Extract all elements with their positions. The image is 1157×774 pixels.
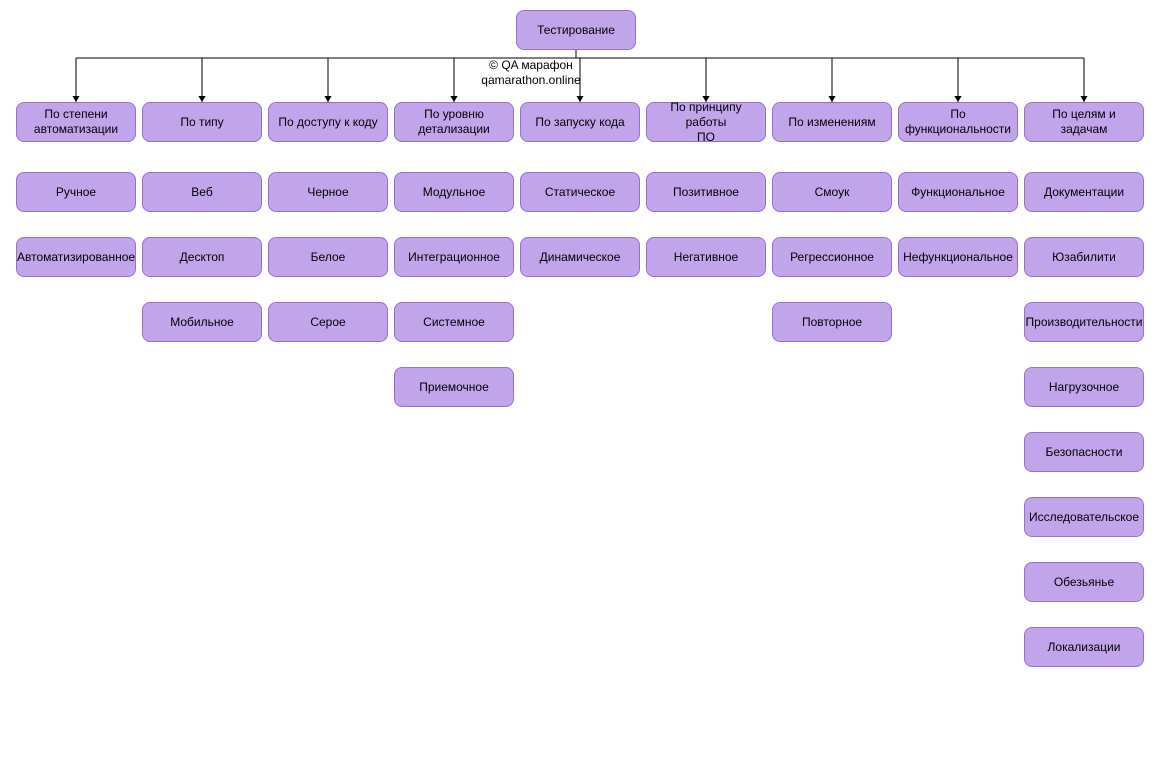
category-c5: По запуску кода <box>520 102 640 142</box>
category-c3: По доступу к коду <box>268 102 388 142</box>
category-c1: По степени автоматизации <box>16 102 136 142</box>
category-c4: По уровню детализации <box>394 102 514 142</box>
item-c5-0: Статическое <box>520 172 640 212</box>
category-c7: По изменениям <box>772 102 892 142</box>
item-c5-1: Динамическое <box>520 237 640 277</box>
category-c6: По принципу работы ПО <box>646 102 766 142</box>
item-c4-2: Системное <box>394 302 514 342</box>
diagram-stage: Тестирование © QA марафон qamarathon.onli… <box>0 0 1157 774</box>
item-c3-2: Серое <box>268 302 388 342</box>
item-c2-0: Веб <box>142 172 262 212</box>
item-c9-7: Локализации <box>1024 627 1144 667</box>
category-c8: По функциональности <box>898 102 1018 142</box>
item-c7-1: Регрессионное <box>772 237 892 277</box>
item-c2-1: Десктоп <box>142 237 262 277</box>
item-c7-0: Смоук <box>772 172 892 212</box>
item-c9-6: Обезьянье <box>1024 562 1144 602</box>
category-c2: По типу <box>142 102 262 142</box>
item-c3-1: Белое <box>268 237 388 277</box>
item-c3-0: Черное <box>268 172 388 212</box>
item-c9-5: Исследовательское <box>1024 497 1144 537</box>
caption: © QA марафон qamarathon.online <box>466 58 596 88</box>
root-node: Тестирование <box>516 10 636 50</box>
item-c6-0: Позитивное <box>646 172 766 212</box>
item-c9-4: Безопасности <box>1024 432 1144 472</box>
item-c7-2: Повторное <box>772 302 892 342</box>
item-c1-1: Автоматизированное <box>16 237 136 277</box>
item-c6-1: Негативное <box>646 237 766 277</box>
item-c9-1: Юзабилити <box>1024 237 1144 277</box>
item-c4-3: Приемочное <box>394 367 514 407</box>
item-c4-1: Интеграционное <box>394 237 514 277</box>
item-c1-0: Ручное <box>16 172 136 212</box>
item-c8-1: Нефункциональное <box>898 237 1018 277</box>
item-c8-0: Функциональное <box>898 172 1018 212</box>
item-c2-2: Мобильное <box>142 302 262 342</box>
category-c9: По целям и задачам <box>1024 102 1144 142</box>
item-c9-2: Производительности <box>1024 302 1144 342</box>
item-c9-3: Нагрузочное <box>1024 367 1144 407</box>
item-c9-0: Документации <box>1024 172 1144 212</box>
item-c4-0: Модульное <box>394 172 514 212</box>
